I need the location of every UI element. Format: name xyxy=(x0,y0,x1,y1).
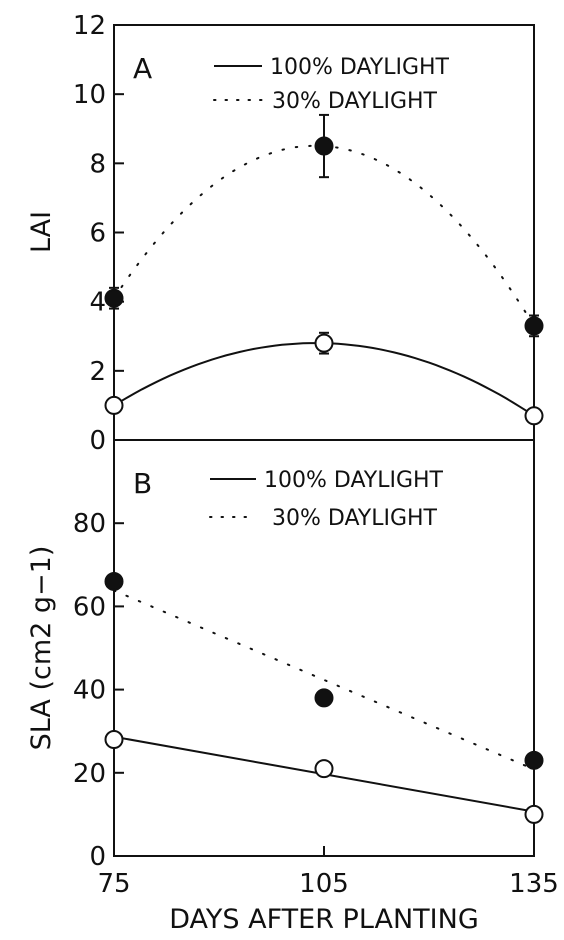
x-tick-label: 105 xyxy=(299,869,349,899)
data-point-filled xyxy=(524,316,544,336)
panel-a: A 0 2 4 6 8 10 12 LAI 100% DAYLIGHT 30% DAYLIG… xyxy=(26,11,544,456)
panel-a-y-axis-label: LAI xyxy=(26,211,57,253)
data-point-open xyxy=(104,730,124,750)
panel-b-x-ticks: 75 105 135 xyxy=(97,846,559,899)
panel-a-legend: 100% DAYLIGHT 30% DAYLIGHT xyxy=(213,55,450,114)
data-point-filled xyxy=(104,288,124,308)
x-tick-label: 75 xyxy=(97,869,130,899)
legend-b-series-2: 30% DAYLIGHT xyxy=(272,506,438,531)
x-axis-label: DAYS AFTER PLANTING xyxy=(169,904,479,935)
panel-b-legend: 100% DAYLIGHT 30% DAYLIGHT xyxy=(209,468,444,531)
panel-b-y-axis-label: SLA (cm2 g−1) xyxy=(26,546,57,751)
data-point-open xyxy=(314,333,334,353)
y-tick-label: 6 xyxy=(89,219,106,249)
y-tick-label: 40 xyxy=(73,676,106,706)
data-point-filled xyxy=(524,750,544,770)
y-tick-label: 10 xyxy=(73,80,106,110)
y-tick-label: 8 xyxy=(89,149,106,179)
y-tick-label: 0 xyxy=(89,426,106,456)
panel-a-points xyxy=(104,113,544,426)
y-tick-label: 80 xyxy=(73,509,106,539)
y-tick-label: 4 xyxy=(89,288,106,318)
data-point-open xyxy=(104,395,124,415)
data-point-open xyxy=(314,759,334,779)
data-point-open xyxy=(524,406,544,426)
data-point-filled xyxy=(104,571,124,591)
y-tick-label: 60 xyxy=(73,592,106,622)
data-point-filled xyxy=(314,136,334,156)
panel-b: B 0 20 40 60 80 75 105 135 SLA (cm2 g−1) DAYS … xyxy=(26,439,559,935)
y-tick-label: 0 xyxy=(89,842,106,872)
panel-a-curves xyxy=(113,144,535,417)
legend-a-series-2: 30% DAYLIGHT xyxy=(272,89,438,114)
panel-b-y-ticks: 0 20 40 60 80 xyxy=(73,509,124,872)
y-tick-label: 20 xyxy=(73,759,106,789)
y-tick-label: 2 xyxy=(89,357,106,387)
panel-a-label: A xyxy=(133,52,152,85)
legend-b-series-1: 100% DAYLIGHT xyxy=(264,468,444,493)
panel-b-frame xyxy=(113,439,535,857)
legend-a-series-1: 100% DAYLIGHT xyxy=(270,55,450,80)
series-line-30-daylight xyxy=(113,589,535,771)
data-point-filled xyxy=(314,688,334,708)
panel-b-label: B xyxy=(133,467,152,500)
data-point-open xyxy=(524,804,544,824)
x-tick-label: 135 xyxy=(509,869,559,899)
panel-b-points xyxy=(104,571,544,824)
y-tick-label: 12 xyxy=(73,11,106,41)
panel-a-y-ticks: 0 2 4 6 8 10 12 xyxy=(73,11,124,456)
panel-a-frame xyxy=(113,24,535,441)
